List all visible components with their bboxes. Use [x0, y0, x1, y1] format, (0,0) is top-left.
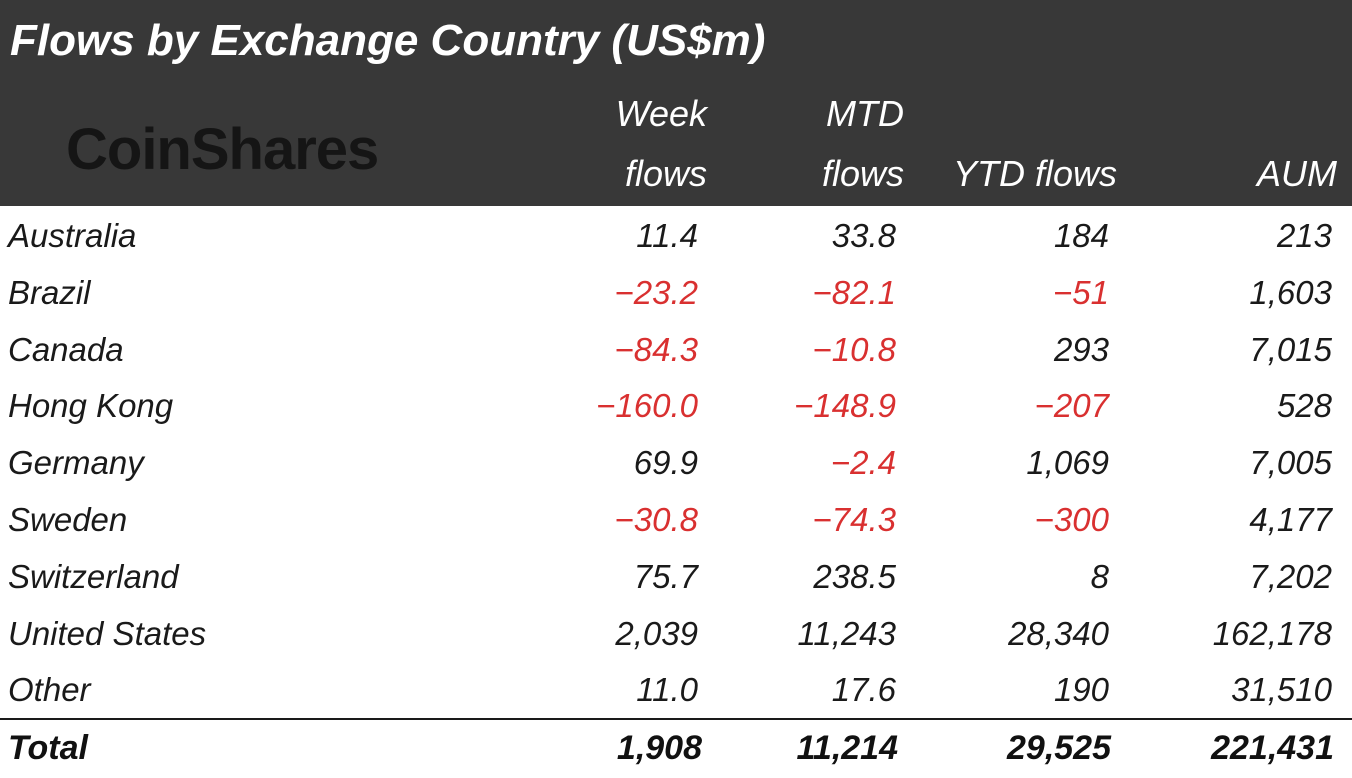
mtd-flows-cell: −2.4 — [830, 444, 896, 482]
mtd-flows-cell: 17.6 — [831, 671, 896, 709]
mtd-flows-cell: −82.1 — [812, 273, 897, 311]
total-divider — [0, 718, 1352, 720]
table-row: Switzerland 75.7 238.5 8 7,202 — [0, 549, 1352, 606]
country-cell: Australia — [8, 217, 137, 254]
ytd-flows-cell: −300 — [1034, 500, 1109, 538]
country-cell: Brazil — [8, 273, 91, 311]
country-cell: Switzerland — [8, 557, 179, 595]
table-row: Hong Kong −160.0 −148.9 −207 528 — [0, 378, 1352, 435]
coinshares-logo: CoinShares — [66, 117, 379, 182]
total-week-flows: 1,908 — [616, 729, 702, 767]
ytd-flows-cell: −51 — [1053, 273, 1109, 311]
mtd-flows-cell: −10.8 — [812, 330, 897, 368]
aum-cell: 1,603 — [1249, 273, 1332, 311]
ytd-flows-cell: 293 — [1053, 330, 1109, 368]
ytd-flows-cell: 184 — [1053, 217, 1109, 254]
country-cell: Hong Kong — [8, 387, 174, 425]
total-mtd-flows: 11,214 — [796, 729, 898, 767]
mtd-flows-cell: 238.5 — [813, 557, 896, 595]
mtd-flows-cell: −148.9 — [794, 387, 896, 425]
mtd-flows-cell: −74.3 — [812, 500, 897, 538]
week-flows-cell: 2,039 — [615, 614, 698, 652]
aum-cell: 213 — [1276, 217, 1332, 254]
country-cell: Sweden — [8, 500, 128, 538]
ytd-flows-cell: 8 — [1090, 557, 1109, 595]
total-aum: 221,431 — [1211, 729, 1334, 767]
table-header: Flows by Exchange Country (US$m) CoinSha… — [0, 0, 1352, 206]
column-header-week-line2: flows — [624, 153, 707, 194]
week-flows-cell: −23.2 — [614, 273, 699, 311]
week-flows-cell: 11.4 — [636, 217, 698, 254]
ytd-flows-cell: 28,340 — [1008, 614, 1109, 652]
mtd-flows-cell: 11,243 — [797, 614, 896, 652]
aum-cell: 31,510 — [1231, 671, 1332, 709]
ytd-flows-cell: −207 — [1034, 387, 1109, 425]
page-title: Flows by Exchange Country (US$m) — [10, 16, 766, 65]
table-row: Germany 69.9 −2.4 1,069 7,005 — [0, 435, 1352, 492]
aum-cell: 7,015 — [1249, 330, 1332, 368]
aum-cell: 162,178 — [1212, 614, 1332, 652]
week-flows-cell: 75.7 — [633, 557, 698, 595]
table-row: Sweden −30.8 −74.3 −300 4,177 — [0, 492, 1352, 549]
column-header-mtd-line1: MTD — [826, 93, 904, 134]
country-cell: Canada — [8, 330, 124, 368]
column-header-mtd-line2: flows — [821, 153, 904, 194]
total-row: Total 1,908 11,214 29,525 221,431 — [0, 722, 1352, 778]
week-flows-cell: −84.3 — [614, 330, 699, 368]
table-row: Brazil −23.2 −82.1 −51 1,603 — [0, 265, 1352, 322]
column-header-week-line1: Week — [615, 93, 707, 134]
aum-cell: 7,202 — [1249, 557, 1332, 595]
country-cell: Other — [8, 671, 91, 709]
total-ytd-flows: 29,525 — [1007, 729, 1111, 767]
column-header-ytd-line2: YTD flows — [952, 153, 1117, 194]
ytd-flows-cell: 1,069 — [1026, 444, 1109, 482]
table-row: Canada −84.3 −10.8 293 7,015 — [0, 322, 1352, 379]
total-label: Total — [8, 729, 88, 767]
country-cell: Germany — [8, 444, 144, 482]
ytd-flows-cell: 190 — [1053, 671, 1109, 709]
country-cell: United States — [8, 614, 207, 652]
week-flows-cell: −160.0 — [596, 387, 698, 425]
aum-cell: 528 — [1276, 387, 1332, 425]
week-flows-cell: −30.8 — [614, 500, 699, 538]
table-row: United States 2,039 11,243 28,340 162,178 — [0, 606, 1352, 663]
table-row: Other 11.0 17.6 190 31,510 — [0, 662, 1352, 719]
aum-cell: 4,177 — [1249, 500, 1332, 538]
table-row: Australia 11.4 33.8 184 213 — [0, 208, 1352, 265]
aum-cell: 7,005 — [1249, 444, 1332, 482]
column-header-aum-line2: AUM — [1257, 153, 1337, 194]
week-flows-cell: 69.9 — [633, 444, 698, 482]
week-flows-cell: 11.0 — [636, 671, 698, 709]
data-table: Australia 11.4 33.8 184 213 Brazil −23.2 −82.1 −… — [0, 208, 1352, 719]
mtd-flows-cell: 33.8 — [831, 217, 896, 254]
